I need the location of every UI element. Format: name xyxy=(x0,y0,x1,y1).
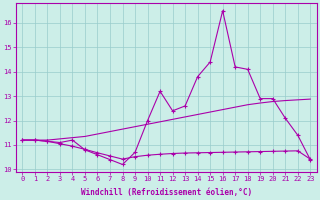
X-axis label: Windchill (Refroidissement éolien,°C): Windchill (Refroidissement éolien,°C) xyxy=(81,188,252,197)
